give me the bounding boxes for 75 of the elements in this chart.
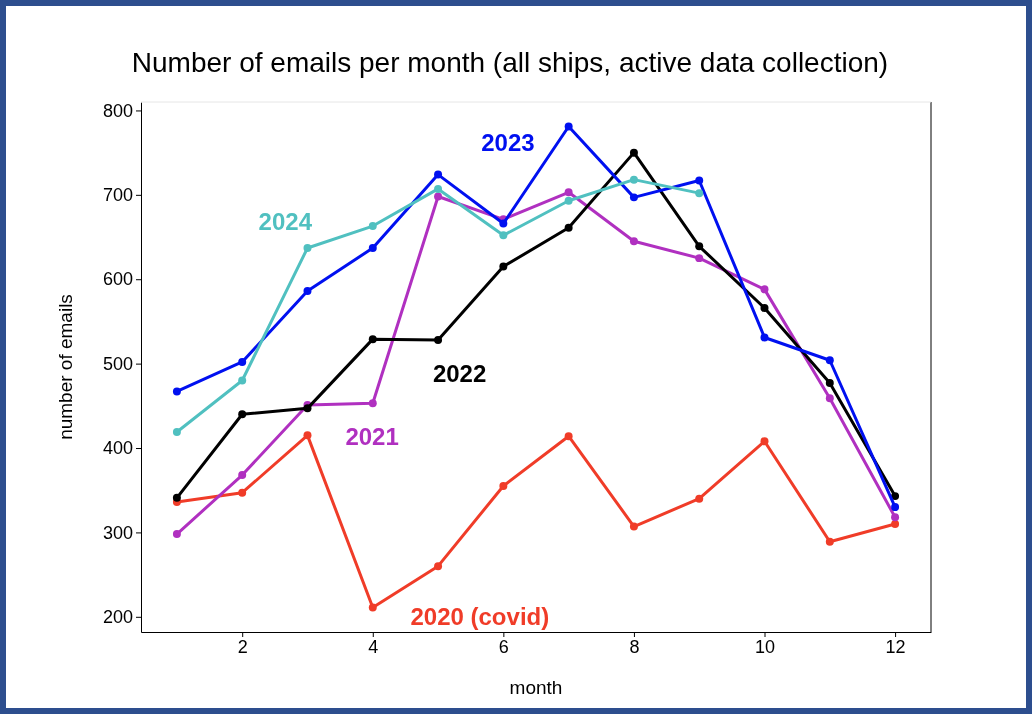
point <box>629 193 638 202</box>
point <box>434 184 443 193</box>
point <box>760 285 769 294</box>
x-tick-label: 8 <box>629 636 640 657</box>
point <box>760 303 769 312</box>
chart-title: Number of emails per month (all ships, active data collection) <box>131 47 889 78</box>
point <box>434 336 443 344</box>
point <box>564 122 573 131</box>
point <box>564 223 573 232</box>
series-label: 2022 <box>432 360 487 388</box>
point <box>499 231 508 240</box>
y-tick-label: 500 <box>102 353 133 374</box>
point <box>825 537 834 546</box>
x-tick-label: 4 <box>368 636 379 657</box>
point <box>629 237 638 246</box>
point <box>564 196 573 205</box>
point <box>172 530 181 539</box>
point <box>825 356 834 365</box>
series-label: 2023 <box>481 128 535 156</box>
point <box>172 387 181 396</box>
x-tick-label: 10 <box>755 636 776 657</box>
point <box>303 431 312 440</box>
point <box>695 494 704 503</box>
y-tick-label: 400 <box>102 438 133 459</box>
point <box>303 287 312 296</box>
point <box>695 189 704 198</box>
x-tick-label: 2 <box>237 636 248 657</box>
point <box>368 244 377 252</box>
point <box>891 513 900 522</box>
point <box>760 333 769 342</box>
point <box>695 254 704 263</box>
y-tick-label: 700 <box>102 185 133 206</box>
y-tick-label: 300 <box>102 522 133 543</box>
point <box>564 432 573 441</box>
point <box>499 482 508 490</box>
x-tick-label: 12 <box>885 636 906 657</box>
point <box>825 379 834 388</box>
y-tick-label: 600 <box>102 269 133 290</box>
point <box>238 410 247 419</box>
point <box>172 493 181 502</box>
point <box>238 376 247 385</box>
y-tick-label: 200 <box>102 607 133 628</box>
y-axis-title: number of emails <box>55 294 76 440</box>
point <box>891 519 900 528</box>
point <box>760 437 769 446</box>
point <box>499 262 508 271</box>
series-label: 2021 <box>345 422 399 450</box>
point <box>434 170 443 179</box>
point <box>434 192 443 201</box>
point <box>695 176 704 185</box>
y-tick-label: 800 <box>102 100 133 121</box>
point <box>368 603 377 612</box>
point <box>368 335 377 344</box>
point <box>891 492 900 501</box>
x-axis-title: month <box>509 677 563 698</box>
point <box>891 503 900 512</box>
point <box>238 357 247 366</box>
x-tick-label: 6 <box>498 636 509 657</box>
point <box>629 522 638 531</box>
series-label: 2020 (covid) <box>410 603 550 631</box>
point <box>825 394 834 403</box>
series-label: 2024 <box>258 208 313 236</box>
point <box>238 488 247 497</box>
point <box>368 222 377 231</box>
point <box>303 404 312 413</box>
point <box>368 399 377 408</box>
point <box>564 188 573 197</box>
point <box>434 562 443 571</box>
point <box>238 471 247 480</box>
point <box>695 242 704 251</box>
point <box>629 175 638 184</box>
point <box>303 244 312 252</box>
point <box>629 148 638 157</box>
point <box>172 428 181 436</box>
point <box>499 219 508 228</box>
